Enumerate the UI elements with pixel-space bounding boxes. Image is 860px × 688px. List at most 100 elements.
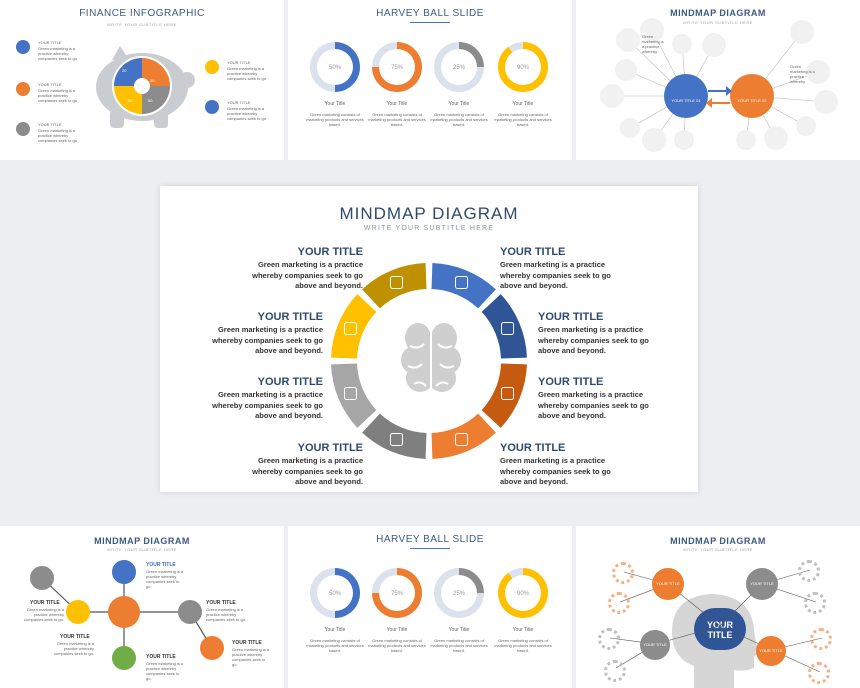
item-text: Green marketing is a practice whereby co… (38, 46, 77, 61)
harvey-ball-value: 90% (516, 590, 529, 597)
item-title: YOUR TITLE (538, 311, 604, 323)
item-text: Green marketing is a practice whereby co… (500, 260, 611, 290)
mindmap-hub-diagram (30, 560, 224, 670)
harvey-ball-label: Your Title (324, 627, 346, 633)
pie-value: 30 (128, 98, 133, 103)
harvey-ball: 25% (434, 42, 484, 92)
harvey-ball-label: Your Title (386, 101, 408, 107)
ring-segment (431, 413, 496, 459)
piggy-bank-illustration (96, 46, 195, 128)
harvey-ball-text: Green marketing consists of marketing pr… (368, 638, 426, 653)
item-text: Green marketing is a practice whereby co… (206, 607, 247, 622)
item-text: Green marketing is a practice whereby co… (538, 390, 649, 420)
item-title: YOUR TITLE (500, 442, 566, 454)
harvey-ball: 50% (310, 42, 360, 92)
harvey-ball-value: 75% (390, 590, 403, 597)
item-title: YOUR TITLE (257, 311, 323, 323)
ring-segment (331, 363, 377, 428)
ring-segment (431, 263, 496, 309)
harvey-ball-inner (441, 49, 477, 85)
pie-value: 50 (148, 98, 153, 103)
title-underline (410, 548, 450, 549)
gear-node (652, 568, 684, 600)
slide-subtitle: WRITE YOUR SUBTITLE HERE (107, 547, 177, 552)
title-underline (410, 22, 450, 23)
harvey-ball-text: Green marketing consists of marketing pr… (368, 112, 426, 127)
item-text: Green marketing is a practice whereby co… (53, 641, 94, 656)
item-text: Green marketing is a practice whereby co… (227, 66, 266, 81)
slide-mindmap-head[interactable]: MINDMAP DIAGRAM WRITE YOUR SUBTITLE HERE… (576, 526, 860, 688)
harvey-ball: 75% (372, 42, 422, 92)
harvey-ball: 25% (434, 568, 484, 618)
gear-node-small (598, 628, 620, 650)
gear-node-small (604, 660, 626, 682)
slide-title: MINDMAP DIAGRAM (670, 8, 766, 18)
chart-icon (16, 82, 30, 96)
segment-icon (455, 433, 469, 447)
item-title: YOUR TITLE (538, 376, 604, 388)
item-text: Green marketing is a practice whereby co… (227, 106, 266, 121)
center-cloud (694, 608, 746, 650)
segment-icon (389, 275, 403, 289)
harvey-ball: 50% (310, 568, 360, 618)
page-title: MINDMAP DIAGRAM (339, 204, 519, 223)
item-title: YOUR TITLE (297, 246, 363, 258)
gear-node-small (608, 592, 630, 614)
harvey-ball-label: Your Title (324, 101, 346, 107)
item-title: YOUR TITLE (30, 600, 60, 606)
harvey-ball: 75% (372, 568, 422, 618)
coin-icon (205, 60, 219, 74)
harvey-ball-text: Green marketing consists of marketing pr… (306, 112, 364, 127)
harvey-ball-value: 25% (452, 64, 465, 71)
segment-icon (343, 321, 357, 335)
item-title: YOUR TITLE (38, 40, 62, 45)
slide-mindmap-main[interactable]: MINDMAP DIAGRAM WRITE YOUR SUBTITLE HERE… (160, 186, 698, 492)
gear-node-small (798, 560, 820, 582)
item-text: Green marketing is a practice whereby co… (212, 325, 323, 355)
slide-harvey-ball-top[interactable]: HARVEY BALL SLIDE 50% Your Title Green mar… (288, 0, 572, 160)
harvey-ball-label: Your Title (448, 627, 470, 633)
card-icon (205, 100, 219, 114)
gear-label: YOUR TITLE (759, 648, 783, 653)
item-text: Green marketing is a practice whereby co… (252, 260, 363, 290)
node-text: Green marketing is a practice whereby (790, 64, 815, 84)
center-node-label: YOUR TITLE 02 (737, 98, 767, 103)
slide-title: HARVEY BALL SLIDE (376, 8, 484, 19)
node-text: Green marketing is a practice whereby (642, 34, 664, 54)
slide-subtitle: WRITE YOUR SUBTITLE HERE (683, 547, 753, 552)
item-text: Green marketing is a practice whereby co… (252, 456, 363, 486)
slide-title: HARVEY BALL SLIDE (376, 534, 484, 545)
center-title: YOUR TITLE (706, 620, 733, 640)
harvey-ball-inner (505, 49, 541, 85)
slide-mindmap-bottom-left[interactable]: MINDMAP DIAGRAM WRITE YOUR SUBTITLE HERE… (0, 526, 284, 688)
harvey-ball-label: Your Title (512, 627, 534, 633)
slide-harvey-ball-bottom[interactable]: HARVEY BALL SLIDE 50% Your Title Green mar… (288, 526, 572, 688)
item-title: YOUR TITLE (227, 60, 251, 65)
harvey-ball-text: Green marketing consists of marketing pr… (306, 638, 364, 653)
slide-mindmap-top[interactable]: MINDMAP DIAGRAM WRITE YOUR SUBTITLE HERE… (576, 0, 860, 160)
item-title: YOUR TITLE (60, 634, 90, 640)
mindmap-ring (331, 263, 527, 459)
segment-icon (389, 433, 403, 447)
item-title: YOUR TITLE (38, 122, 62, 127)
item-title: YOUR TITLE (38, 82, 62, 87)
slide-title: MINDMAP DIAGRAM (670, 536, 766, 546)
item-text: Green marketing is a practice whereby co… (212, 390, 323, 420)
mindmap-connectors (600, 18, 838, 152)
slide-title: FINANCE INFOGRAPHIC (79, 8, 205, 19)
item-title: YOUR TITLE (146, 562, 176, 568)
item-text: Green marketing is a practice whereby co… (38, 128, 77, 143)
money-icon (16, 122, 30, 136)
harvey-ball-value: 90% (516, 64, 529, 71)
gear-label: YOUR TITLE (643, 642, 667, 647)
harvey-ball-label: Your Title (386, 627, 408, 633)
item-text: Green marketing is a practice whereby co… (146, 661, 184, 681)
harvey-ball-text: Green marketing consists of marketing pr… (430, 638, 488, 653)
gear-node (640, 630, 670, 660)
gear-node-small (804, 592, 826, 614)
gear-node-small (808, 662, 830, 684)
ring-segment (481, 363, 527, 428)
item-text: Green marketing is a practice whereby co… (23, 607, 64, 622)
slide-finance-infographic[interactable]: FINANCE INFOGRAPHIC WRITE YOUR SUBTITLE … (0, 0, 284, 160)
harvey-ball-inner (317, 49, 353, 85)
